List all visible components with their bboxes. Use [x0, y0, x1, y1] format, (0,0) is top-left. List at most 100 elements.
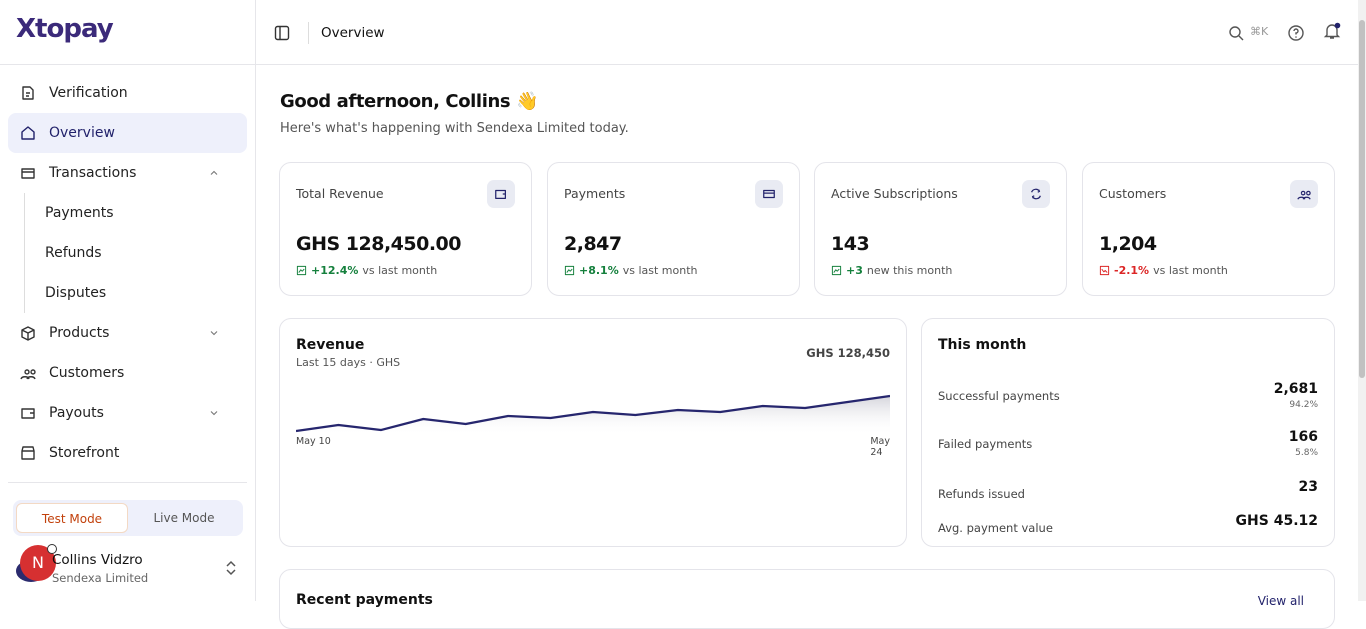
revenue-card: Revenue Last 15 days · GHS GHS 128,450 M…	[279, 318, 907, 547]
row-label: Failed payments	[938, 437, 1033, 451]
mode-button[interactable]: Test Mode	[16, 503, 128, 533]
brand-logo[interactable]: Xtopay	[16, 14, 114, 44]
stat-card: Active Subscriptions 143 +3 new this mont…	[814, 162, 1067, 296]
icon	[296, 265, 307, 276]
user-menu-icon[interactable]	[224, 560, 238, 576]
nav-label: Verification	[49, 85, 128, 101]
stat-icon	[755, 180, 783, 208]
element	[1295, 36, 1297, 38]
page-title: Overview	[321, 25, 385, 41]
help-icon[interactable]	[1287, 24, 1305, 42]
icon	[21, 408, 35, 419]
element	[21, 126, 35, 140]
element	[210, 170, 218, 175]
row-sub: 94.2%	[1289, 400, 1318, 410]
stat-icon	[1290, 180, 1318, 208]
stat-change-row: -2.1% vs last month	[1099, 264, 1228, 277]
search-icon[interactable]	[1228, 25, 1244, 41]
nav-item[interactable]: Payouts	[8, 393, 247, 433]
nav-label: Transactions	[49, 165, 137, 181]
nav-item[interactable]: Storefront	[8, 433, 247, 473]
sidebar-toggle[interactable]	[274, 25, 290, 41]
notifications-icon[interactable]	[1322, 21, 1342, 41]
element	[21, 326, 35, 341]
row-sub: 5.8%	[1295, 448, 1318, 458]
stat-change: +3	[846, 264, 863, 277]
nav-item[interactable]: Transactions	[8, 153, 247, 193]
divider	[8, 482, 247, 483]
shortcut-hint: ⌘K	[1250, 25, 1269, 38]
stat-change-row: +12.4% vs last month	[296, 264, 437, 277]
stat-label: Customers	[1099, 186, 1167, 201]
chevron[interactable]	[208, 167, 220, 179]
line	[296, 394, 890, 433]
nav-item[interactable]: Customers	[8, 353, 247, 393]
icon	[21, 326, 35, 341]
card-subtitle: Last 15 days · GHS	[296, 356, 401, 369]
icon	[20, 369, 36, 380]
element	[1323, 24, 1341, 39]
row-label: Avg. payment value	[938, 521, 1053, 535]
element	[210, 411, 218, 416]
stat-card: Customers 1,204 -2.1% vs last month	[1082, 162, 1335, 296]
chevron[interactable]	[208, 327, 220, 339]
user-company: Sendexa Limited	[52, 571, 149, 585]
nav-item[interactable]: Overview	[8, 113, 247, 153]
stat-change: +12.4%	[311, 264, 359, 277]
icon	[1099, 265, 1110, 276]
element	[1297, 190, 1311, 200]
element	[226, 560, 236, 576]
element	[21, 446, 35, 460]
nav-sub-item[interactable]: Refunds	[45, 245, 102, 261]
icon	[495, 189, 506, 199]
stat-value: 2,847	[564, 233, 622, 255]
x-label: May 10	[296, 436, 331, 447]
element	[21, 168, 35, 179]
nav-item[interactable]: Verification	[8, 73, 247, 113]
nav-label: Customers	[49, 365, 125, 381]
top-bar: Overview ⌘K	[256, 0, 1358, 65]
stat-note: vs last month	[622, 264, 698, 277]
nav-label: Storefront	[49, 445, 120, 461]
element	[1099, 265, 1110, 276]
stat-label: Active Subscriptions	[831, 186, 958, 201]
card-title: Revenue	[296, 337, 365, 353]
revenue-total: GHS 128,450	[806, 346, 890, 360]
nav-label: Products	[49, 325, 110, 341]
icon	[21, 446, 35, 460]
element	[763, 189, 775, 199]
chevron[interactable]	[208, 407, 220, 419]
icon	[21, 168, 35, 179]
divider	[308, 22, 309, 44]
element	[274, 25, 290, 41]
row-value: 2,681	[1273, 381, 1318, 397]
nav-sub-item[interactable]: Disputes	[45, 285, 107, 301]
stat-card: Total Revenue GHS 128,450.00 +12.4% vs la…	[279, 162, 532, 296]
mode-button[interactable]: Live Mode	[153, 511, 215, 525]
icon	[763, 189, 775, 199]
nav-sub-item[interactable]: Payments	[45, 205, 114, 221]
stat-value: 143	[831, 233, 870, 255]
scrollbar-thumb[interactable]	[1359, 20, 1365, 378]
element	[22, 86, 34, 100]
view-all-link[interactable]: View all	[1257, 594, 1304, 608]
card-title: Recent payments	[296, 592, 433, 608]
stat-change-row: +8.1% vs last month	[564, 264, 698, 277]
element	[831, 265, 842, 276]
stat-label: Payments	[564, 186, 626, 201]
stat-card: Payments 2,847 +8.1% vs last month	[547, 162, 800, 296]
stat-change-row: +3 new this month	[831, 264, 952, 277]
nav-label: Payouts	[49, 405, 104, 421]
nav-item[interactable]: Products	[8, 313, 247, 353]
area	[296, 396, 890, 435]
element	[21, 408, 35, 419]
stat-value: GHS 128,450.00	[296, 233, 462, 255]
stat-icon	[487, 180, 515, 208]
scrollbar[interactable]	[1358, 0, 1366, 601]
row-value: 23	[1298, 479, 1318, 495]
icon	[21, 126, 35, 140]
icon	[1297, 190, 1311, 200]
stat-label: Total Revenue	[296, 186, 384, 201]
row-value: GHS 45.12	[1235, 513, 1318, 529]
